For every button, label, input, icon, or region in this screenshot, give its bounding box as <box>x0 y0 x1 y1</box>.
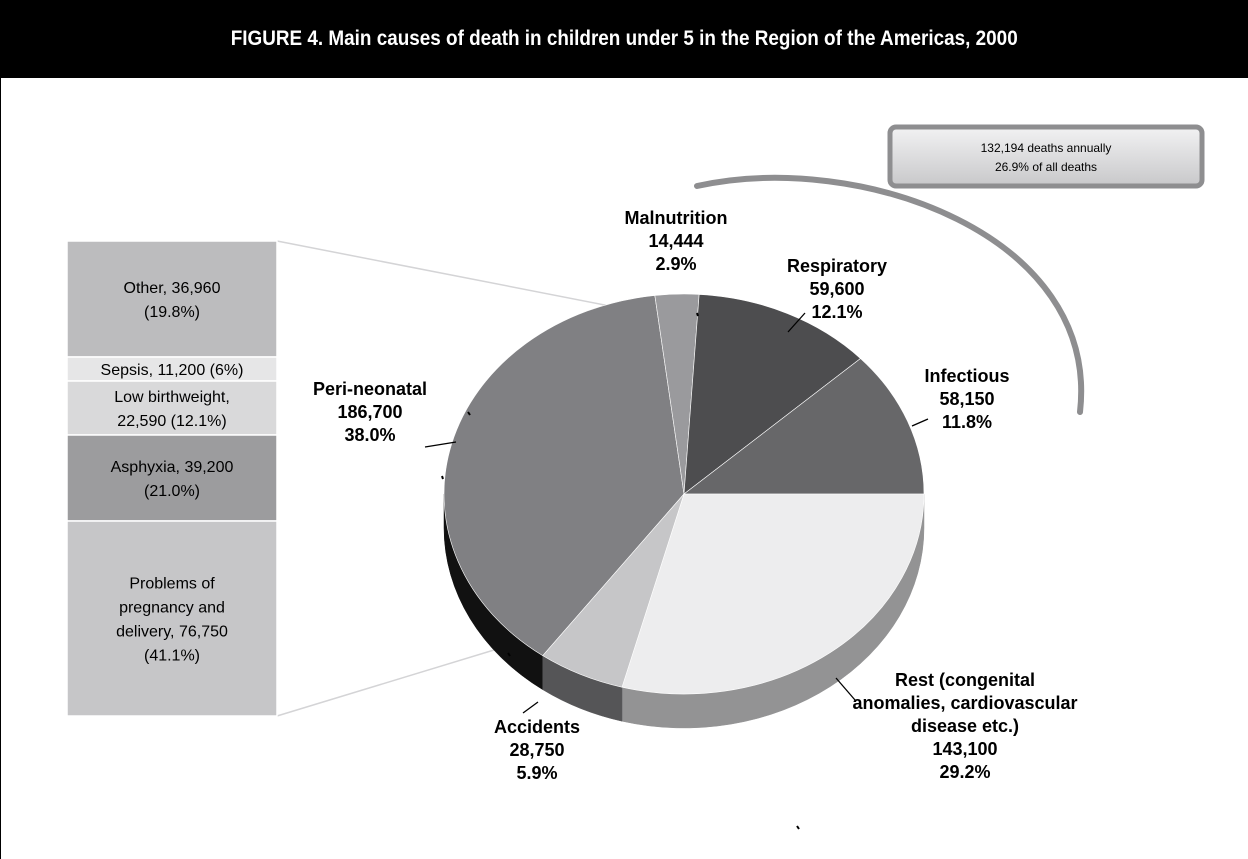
bracket-arc <box>694 174 1085 415</box>
pie-label-line: 12.1% <box>811 302 862 322</box>
bar-label-other: Other, 36,960 <box>124 280 221 297</box>
pie-label-line: Accidents <box>494 717 580 737</box>
pie-slices <box>443 293 925 729</box>
bar-label-problems-of-pregnancy-and-delivery: delivery, 76,750 <box>116 624 228 641</box>
bar-label-problems-of-pregnancy-and-delivery: (41.1%) <box>144 648 200 665</box>
pie-slice-infectious <box>683 358 925 495</box>
bar-segment-sepsis <box>66 356 278 382</box>
bar-label-asphyxia: Asphyxia, 39,200 <box>111 459 234 476</box>
bar-label-other: (19.8%) <box>144 304 200 321</box>
pie-label-line: 143,100 <box>932 739 997 759</box>
rim-tick-mark <box>441 475 444 480</box>
bar-label-low-birthweight: 22,590 (12.1%) <box>117 413 226 430</box>
pie-label-line: anomalies, cardiovascular <box>852 693 1077 713</box>
pie-label-line: 11.8% <box>942 412 992 432</box>
rim-tick-mark <box>507 652 511 657</box>
pie-label-line: Infectious <box>924 366 1009 386</box>
annotation-line: 132,194 deaths annually <box>981 141 1112 155</box>
pie-label-line: 29.2% <box>939 762 990 782</box>
pie-slice-respiratory <box>683 294 861 495</box>
pie-label-line: Respiratory <box>787 256 887 276</box>
figure-header: FIGURE 4. Main causes of death in childr… <box>0 0 1248 78</box>
annotation-layer: 132,194 deaths annually 26.9% of all deat… <box>887 124 1205 189</box>
leader-line-accidents <box>522 701 539 714</box>
pie-slice-rest-congenital-anomalies-cardiovascular-disease-etc <box>621 493 925 695</box>
bar-label-sepsis: Sepsis, 11,200 (6%) <box>101 362 244 379</box>
pie-label-line: 59,600 <box>809 279 864 299</box>
rim-tick-mark <box>467 411 471 416</box>
pie-label-line: 14,444 <box>648 231 703 251</box>
leader-line-respiratory <box>787 312 806 333</box>
figure-frame-left <box>0 78 1 859</box>
breakdown-bar: Other, 36,960 (19.8%) Sepsis, 11,200 (6%) L… <box>66 240 278 717</box>
annotation-box <box>887 124 1205 189</box>
pie-label-infectious: Infectious 58,150 11.8% <box>924 366 1009 432</box>
pie-label-malnutrition: Malnutrition 14,444 2.9% <box>625 208 728 274</box>
pie-slice-peri-neonatal <box>443 295 685 657</box>
bar-label-asphyxia: (21.0%) <box>144 483 200 500</box>
pie-label-line: 28,750 <box>509 740 564 760</box>
bar-segment-problems-of-pregnancy-and-delivery <box>66 520 278 717</box>
rim-tick-mark <box>796 825 800 830</box>
bar-label-problems-of-pregnancy-and-delivery: pregnancy and <box>119 600 225 617</box>
pie-label-line: Peri-neonatal <box>313 379 427 399</box>
pie-label-line: 186,700 <box>337 402 402 422</box>
pie-label-peri-neonatal: Peri-neonatal 186,700 38.0% <box>313 379 427 445</box>
rim-tick-mark <box>696 312 699 317</box>
pie-slice-accidents <box>542 493 685 688</box>
pie-label-line: 5.9% <box>516 763 557 783</box>
bar-segment-asphyxia <box>66 434 278 522</box>
leader-line-peri-neonatal <box>424 441 457 448</box>
bracket-arc-layer <box>694 174 1085 415</box>
bar-segment-other <box>66 240 278 358</box>
pie-label-line: Malnutrition <box>625 208 728 228</box>
bar-label-low-birthweight: Low birthweight, <box>114 389 230 406</box>
leader-line-rest-congenital-anomalies-cardiovascular-disease-etc <box>835 677 856 701</box>
leader-line-infectious <box>911 418 929 427</box>
connector-top <box>276 240 657 316</box>
pie-label-rest-congenital-anomalies-cardiovascular-disease-etc: Rest (congenital anomalies, cardiovascula… <box>852 670 1077 782</box>
pie-label-line: 58,150 <box>939 389 994 409</box>
figure-title: FIGURE 4. Main causes of death in childr… <box>230 27 1018 50</box>
annotation-line: 26.9% of all deaths <box>995 160 1097 174</box>
pie-label-line: 2.9% <box>655 254 696 274</box>
bar-label-problems-of-pregnancy-and-delivery: Problems of <box>129 576 215 593</box>
pie-label-respiratory: Respiratory 59,600 12.1% <box>787 256 887 322</box>
pie-label-accidents: Accidents 28,750 5.9% <box>494 717 580 783</box>
pie-label-layer: Peri-neonatal 186,700 38.0% Malnutrition 14,… <box>313 208 1078 830</box>
pie-label-line: disease etc.) <box>911 716 1019 736</box>
pie-label-line: Rest (congenital <box>895 670 1035 690</box>
pie-label-line: 38.0% <box>344 425 395 445</box>
